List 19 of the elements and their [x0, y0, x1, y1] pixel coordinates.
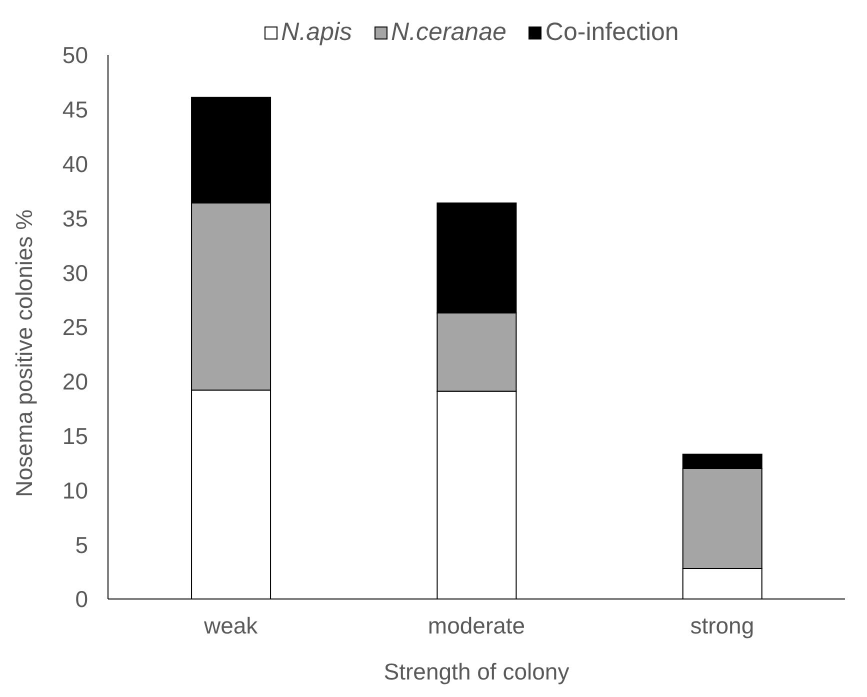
x-tick-label: strong — [690, 612, 754, 638]
x-axis-title: Strength of colony — [384, 658, 570, 684]
legend-label: Co-infection — [545, 18, 679, 47]
y-tick-label: 15 — [62, 422, 88, 449]
y-tick-label: 45 — [62, 96, 88, 123]
y-tick-label: 40 — [62, 150, 88, 177]
y-tick-label: 10 — [62, 477, 88, 504]
legend-label: N.ceranae — [391, 18, 506, 47]
y-axis-title: Nosema positive colonies % — [11, 209, 38, 497]
y-tick-label: 20 — [62, 368, 88, 395]
legend-label: N.apis — [281, 18, 352, 47]
y-tick-label: 30 — [62, 260, 88, 286]
y-tick-label: 25 — [62, 314, 88, 340]
y-tick-label: 50 — [62, 42, 88, 68]
x-tick-label: weak — [202, 612, 258, 638]
y-tick-label: 5 — [75, 532, 88, 558]
x-tick-label: moderate — [428, 612, 526, 638]
y-tick-label: 35 — [62, 205, 88, 232]
y-tick-label: 0 — [75, 586, 88, 612]
